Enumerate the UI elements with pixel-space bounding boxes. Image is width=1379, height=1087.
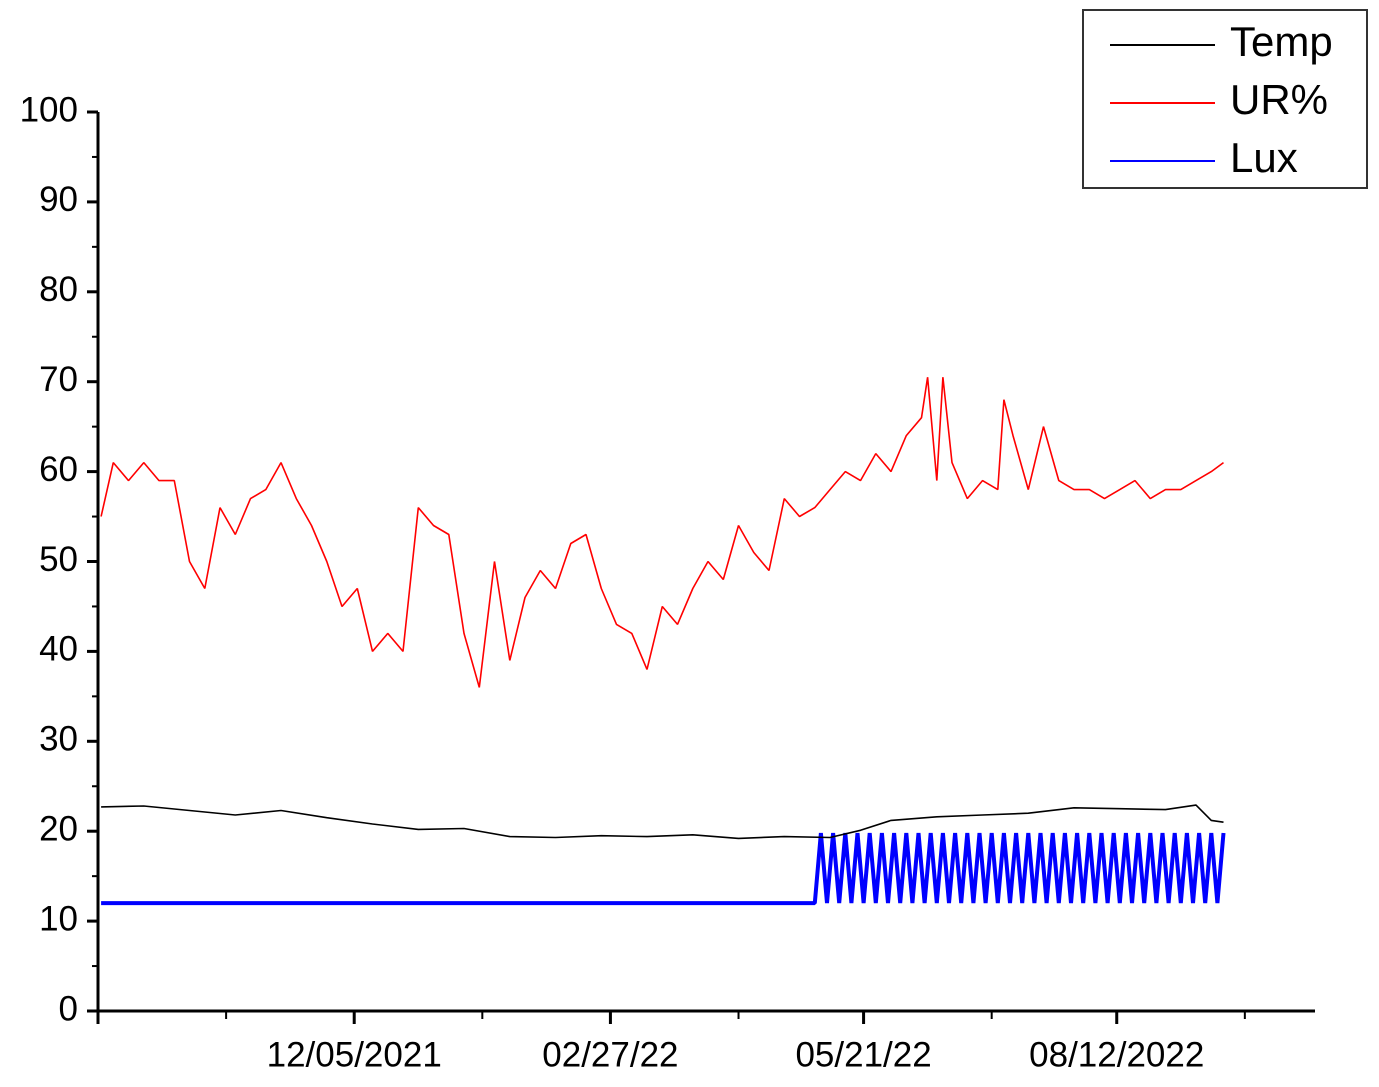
y-tick-label: 60 [39,450,78,489]
y-tick-label: 30 [39,720,78,759]
y-tick-label: 0 [59,989,78,1028]
y-tick-label: 90 [39,180,78,219]
y-tick-label: 50 [39,540,78,579]
series-line [101,832,1226,906]
x-tick-label: 05/21/22 [795,1035,931,1074]
y-tick-label: 80 [39,270,78,309]
legend-label: Temp [1230,18,1333,65]
x-tick-label: 12/05/2021 [267,1035,442,1074]
y-tick-label: 70 [39,360,78,399]
series-line [101,804,1224,840]
y-tick-label: 20 [39,809,78,848]
x-tick-label: 02/27/22 [542,1035,678,1074]
x-tick-label: 08/12/2022 [1029,1035,1204,1074]
y-tick-label: 10 [39,899,78,938]
y-tick-label: 100 [20,90,78,129]
y-tick-label: 40 [39,630,78,669]
legend-label: UR% [1230,76,1328,123]
legend-box [1082,9,1368,189]
series-line [100,377,1224,688]
legend-label: Lux [1230,134,1298,181]
